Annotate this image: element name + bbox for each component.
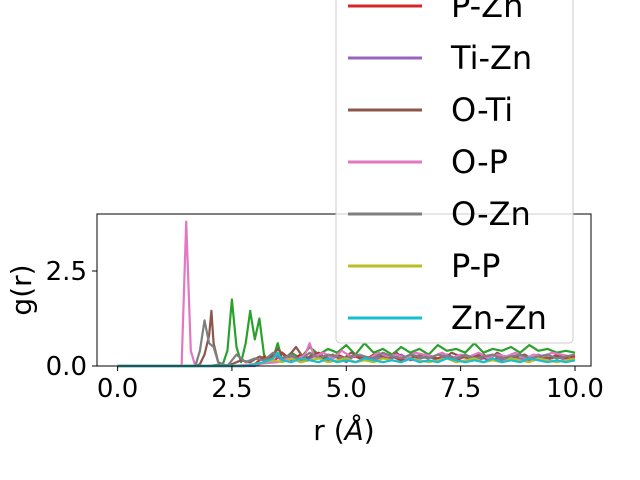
legend-entries: P-Zn Ti-Zn O-Ti O-P O-Zn P-P Zn-Zn xyxy=(348,0,547,337)
legend-label-2: Ti-Zn xyxy=(450,39,532,77)
legend-label-4: O-P xyxy=(451,143,508,181)
legend-frame xyxy=(335,0,574,344)
legend: P-Zn Ti-Zn O-Ti O-P O-Zn P-P Zn-Zn xyxy=(335,0,574,344)
x-tick-label: 7.5 xyxy=(440,374,481,404)
legend-label-6: P-P xyxy=(451,247,500,285)
y-axis-ticks: 0.0 2.5 xyxy=(46,257,97,382)
series-line-7 xyxy=(117,351,576,368)
series-line-5 xyxy=(117,319,576,368)
legend-label-1: P-Zn xyxy=(451,0,523,25)
x-tick-label: 0.0 xyxy=(97,374,138,404)
x-axis-label: r (Å) xyxy=(313,413,374,447)
x-tick-label: 2.5 xyxy=(211,374,252,404)
x-tick-label: 10.0 xyxy=(546,374,604,404)
x-axis-ticks: 0.0 2.5 5.0 7.5 10.0 xyxy=(97,366,604,404)
legend-label-5: O-Zn xyxy=(451,195,531,233)
legend-label-3: O-Ti xyxy=(451,91,513,129)
x-tick-label: 5.0 xyxy=(326,374,367,404)
y-axis-label: g(r) xyxy=(5,264,38,315)
y-tick-label: 0.0 xyxy=(46,352,87,382)
y-tick-label: 2.5 xyxy=(46,257,87,287)
legend-label-7: Zn-Zn xyxy=(451,299,547,337)
